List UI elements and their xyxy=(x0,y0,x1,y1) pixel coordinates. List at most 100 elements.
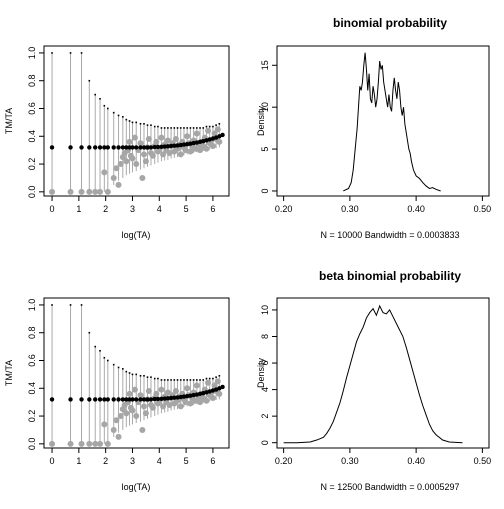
y-tick-label: 0.2 xyxy=(27,410,37,423)
observed-point xyxy=(209,395,216,401)
chart-title: binomial probability xyxy=(333,16,447,30)
interval-cap xyxy=(135,121,138,124)
y-tick-label: 0.8 xyxy=(27,74,37,87)
x-tick-label: 0.30 xyxy=(341,204,359,214)
observed-point xyxy=(131,134,138,141)
observed-point xyxy=(97,188,104,195)
observed-point xyxy=(182,147,189,154)
observed-point xyxy=(205,127,212,134)
observed-point xyxy=(67,440,74,447)
observed-point xyxy=(78,440,85,447)
scatter-panel-top: 0 1 2 3 4 5 6 0.0 0.2 0.4 0.6 0.8 1.0 log(TA) TM/TA xyxy=(4,45,230,240)
x-tick-label: 4 xyxy=(157,456,162,466)
y-axis: 0.0 0.2 0.4 0.6 0.8 1.0 xyxy=(27,299,44,450)
fitted-point xyxy=(105,397,111,402)
fitted-point xyxy=(97,145,103,150)
interval-cap xyxy=(131,373,134,376)
y-axis-label: Density xyxy=(256,357,266,388)
fitted-point xyxy=(162,144,167,149)
observed-point xyxy=(153,138,160,145)
fitted-point xyxy=(97,397,103,402)
fitted-point xyxy=(148,145,154,150)
fitted-point xyxy=(178,394,183,400)
x-axis-label: log(TA) xyxy=(122,230,151,240)
interval-cap xyxy=(153,125,156,128)
observed-point xyxy=(197,399,204,406)
observed-point xyxy=(49,188,56,195)
observed-point xyxy=(110,426,117,433)
observed-point xyxy=(166,401,173,408)
y-tick-label: 0.8 xyxy=(27,326,37,339)
observed-point xyxy=(160,403,167,410)
observed-point xyxy=(164,389,171,396)
plot-frame xyxy=(43,45,230,197)
observed-point xyxy=(203,397,210,404)
fitted-point xyxy=(162,396,167,401)
x-tick-label: 6 xyxy=(210,204,215,214)
observed-point xyxy=(49,440,56,447)
interval-cap xyxy=(117,114,120,117)
observed-point xyxy=(187,400,194,407)
y-tick-label: 1.0 xyxy=(27,299,37,312)
fitted-point xyxy=(141,397,147,402)
interval-cap xyxy=(131,121,134,124)
interval-cap xyxy=(205,125,208,128)
observed-point xyxy=(153,390,160,397)
interval-cap xyxy=(202,379,205,381)
interval-cap xyxy=(139,122,142,125)
interval-cap xyxy=(179,379,182,381)
plot-marks xyxy=(343,52,441,192)
plot-frame xyxy=(276,297,490,449)
x-axis: 0 1 2 3 4 5 6 xyxy=(50,448,215,466)
observed-point xyxy=(104,188,111,195)
y-tick-label: 10 xyxy=(260,102,270,112)
interval-cap xyxy=(183,379,185,381)
observed-point xyxy=(211,382,218,389)
interval-cap xyxy=(143,122,145,125)
observed-point xyxy=(129,155,136,162)
observed-point xyxy=(184,385,191,392)
fitted-point xyxy=(145,145,150,150)
y-tick-label: 2 xyxy=(260,414,270,419)
observed-point xyxy=(205,379,212,386)
x-tick-label: 0.40 xyxy=(407,204,425,214)
fitted-point xyxy=(181,394,187,399)
fitted-point xyxy=(172,143,177,148)
observed-point xyxy=(110,174,117,181)
plot-marks xyxy=(283,304,463,444)
observed-point xyxy=(172,136,179,143)
observed-point xyxy=(78,188,85,195)
interval-cap xyxy=(196,127,198,129)
interval-cap xyxy=(146,376,149,378)
interval-cap xyxy=(128,372,131,374)
interval-cap xyxy=(192,127,195,129)
observed-point xyxy=(137,392,144,399)
fitted-point xyxy=(49,145,55,150)
interval-cap xyxy=(112,363,115,366)
interval-cap xyxy=(112,111,115,114)
interval-cap xyxy=(163,127,166,129)
fitted-point xyxy=(159,396,164,402)
interval-cap xyxy=(103,356,106,359)
x-axis: 0.20 0.30 0.40 0.50 xyxy=(275,196,491,214)
plot-marks xyxy=(49,52,225,195)
observed-point xyxy=(129,407,136,414)
interval-cap xyxy=(202,127,205,129)
observed-point xyxy=(86,188,93,195)
fitted-point xyxy=(79,145,84,150)
x-tick-label: 5 xyxy=(184,456,189,466)
fitted-point xyxy=(148,397,154,402)
observed-point xyxy=(97,440,104,447)
fitted-point xyxy=(159,144,164,150)
interval-cap xyxy=(176,379,179,381)
fitted-point xyxy=(79,397,84,402)
interval-cap xyxy=(199,379,201,381)
observed-point xyxy=(158,134,165,141)
interval-cap xyxy=(99,97,101,100)
observed-point xyxy=(164,137,171,144)
interval-cap xyxy=(189,127,192,129)
interval-cap xyxy=(218,122,221,125)
interval-cap xyxy=(125,118,128,121)
x-tick-label: 5 xyxy=(184,204,189,214)
fitted-point xyxy=(181,142,187,147)
